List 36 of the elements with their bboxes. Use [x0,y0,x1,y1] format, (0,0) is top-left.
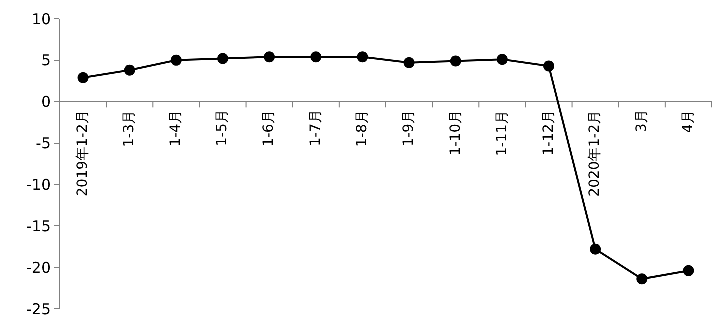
point [124,64,136,76]
x-tick-label: 1-9月 [400,110,417,147]
point [544,60,554,72]
x-tick-label: 1-5月 [214,109,231,146]
point [218,53,228,64]
x-tick-label: 1-11月 [494,110,511,156]
y-tick-label: 10 [32,10,51,28]
x-tick-label: 1-7月 [308,110,324,146]
x-tick-label: 1-6月 [261,110,278,147]
x-tick-label: 2020年1-2月 [587,110,604,197]
y-tick-label: 5 [41,52,51,70]
x-tick-label: 1-4月 [168,110,184,147]
point [170,54,182,66]
point [357,52,368,63]
y-tick-label: -15 [26,217,51,236]
point [450,56,462,67]
point [404,57,415,68]
x-tick-label: 1-12月 [541,110,558,156]
y-tick-label: -25 [26,300,51,318]
y-tick-label: -20 [26,258,51,277]
point [310,52,322,63]
x-tick-label: 1-10月 [448,110,464,156]
x-tick-label: 3月 [634,110,650,132]
y-tick-label: -5 [36,134,51,153]
y-tick-label: -10 [26,176,51,194]
y-tick-label: 0 [41,93,51,112]
x-tick-label: 1-8月 [354,110,370,148]
point [590,244,602,255]
point [78,72,89,84]
point [683,265,694,276]
point [496,54,508,66]
point [636,274,648,285]
point [264,52,276,63]
x-tick-label: 2019年1-2月 [74,110,91,197]
x-tick-label: 4月 [680,110,696,134]
x-tick-label: 1-3月 [122,110,138,148]
